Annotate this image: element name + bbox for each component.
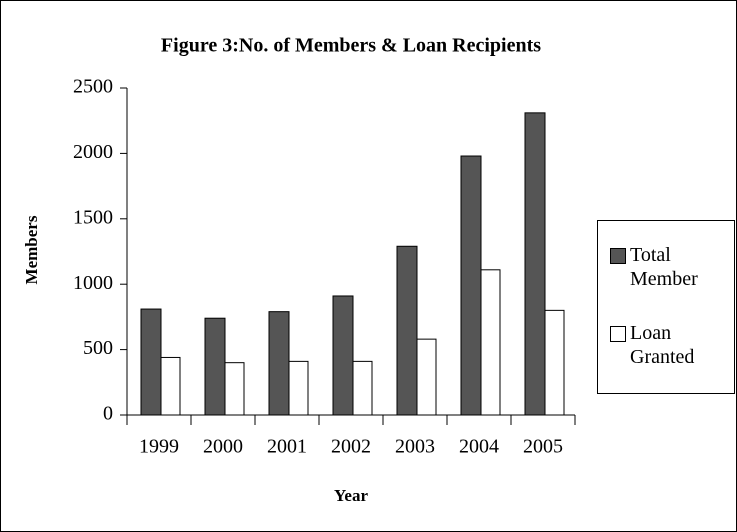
bar: [288, 360, 309, 416]
bar: [396, 245, 418, 416]
y-tick-label: 1500: [73, 206, 113, 228]
bar: [480, 269, 501, 416]
legend: Total Member Loan Granted: [597, 220, 735, 394]
x-tick-label: 2002: [331, 436, 371, 458]
legend-swatch: [610, 248, 626, 264]
chart-title: Figure 3:No. of Members & Loan Recipient…: [161, 35, 541, 57]
y-tick-label: 2000: [73, 141, 113, 163]
bar: [332, 295, 354, 416]
x-tick-label: 2004: [459, 436, 499, 458]
x-tick-label: 2003: [395, 436, 435, 458]
bar: [524, 112, 546, 416]
bar: [460, 155, 482, 416]
legend-swatch: [610, 326, 626, 342]
legend-entry: Loan Granted: [610, 321, 720, 369]
bar: [352, 360, 373, 416]
legend-entry: Total Member: [610, 243, 720, 291]
y-tick-label: 0: [103, 403, 113, 425]
x-tick-label: 2001: [267, 436, 307, 458]
y-tick-label: 1000: [73, 272, 113, 294]
x-axis-label: Year: [334, 486, 368, 505]
bar: [224, 362, 245, 416]
bar: [160, 356, 181, 416]
bar: [268, 311, 290, 416]
legend-label: Loan Granted: [630, 322, 695, 368]
y-tick-label: 2500: [73, 76, 113, 98]
bar: [544, 309, 565, 416]
x-tick-label: 2000: [203, 436, 243, 458]
y-axis-label: Members: [22, 215, 41, 284]
x-tick-label: 1999: [139, 436, 179, 458]
legend-label: Total Member: [630, 244, 698, 290]
bar: [204, 317, 226, 416]
bar: [140, 308, 162, 416]
bar: [416, 338, 437, 416]
y-tick-label: 500: [83, 337, 113, 359]
x-tick-label: 2005: [523, 436, 563, 458]
